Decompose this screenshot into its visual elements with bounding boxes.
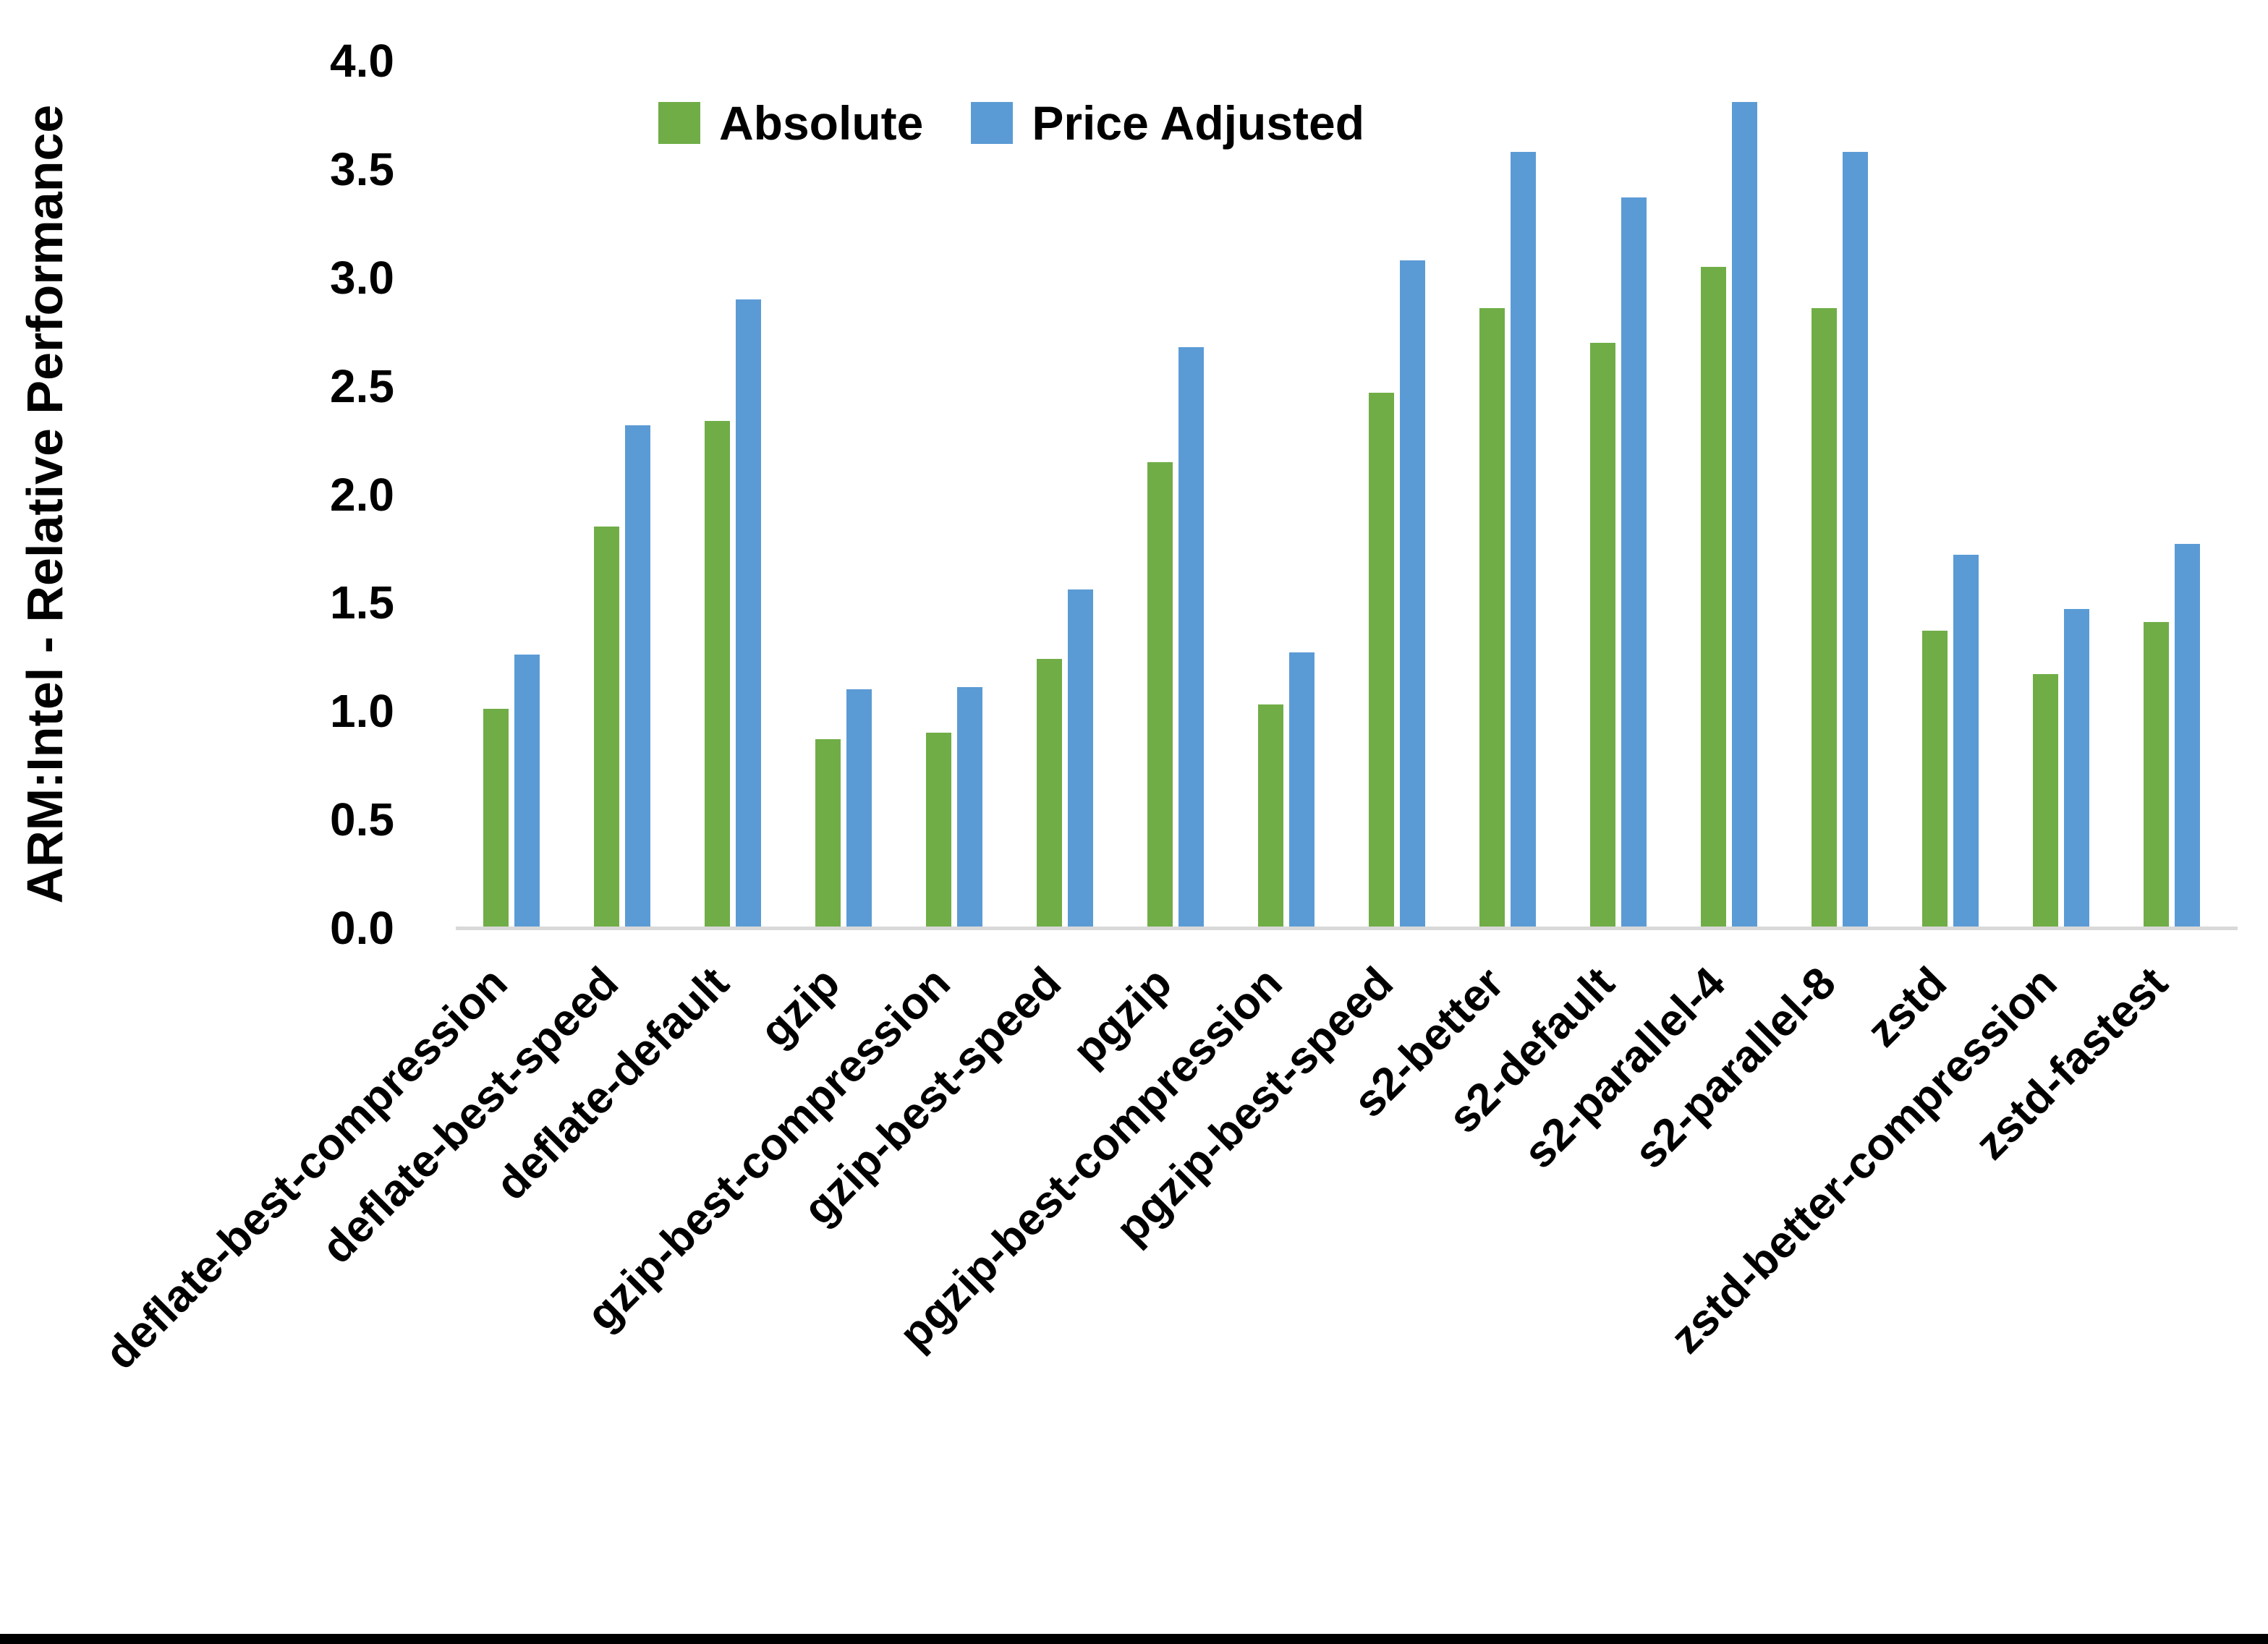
- bottom-window-border: [0, 1634, 2268, 1644]
- bar-price-adjusted-zstd: [1953, 555, 1979, 928]
- bar-price-adjusted-s2-parallel-8: [1842, 151, 1868, 928]
- bar-absolute-gzip-best-compression: [925, 733, 951, 928]
- legend-label-price-adjusted: Price Adjusted: [1032, 96, 1365, 150]
- y-tick-label-2.0: 2.0: [330, 468, 394, 521]
- bar-price-adjusted-gzip-best-compression: [956, 687, 982, 928]
- bar-price-adjusted-s2-default: [1621, 197, 1647, 928]
- x-category-label-deflate-best-compression: deflate-best-compression: [95, 958, 517, 1379]
- bar-absolute-s2-better: [1479, 307, 1505, 928]
- x-axis-baseline: [456, 927, 2238, 930]
- y-tick-label-0.0: 0.0: [330, 902, 394, 954]
- legend-item-absolute: Absolute: [658, 95, 923, 150]
- y-axis-title: ARM:Intel - Relative Performance: [17, 104, 73, 904]
- legend-swatch-price-adjusted: [971, 102, 1014, 144]
- bar-absolute-deflate-default: [704, 420, 730, 928]
- bar-absolute-zstd-fastest: [2143, 622, 2169, 928]
- bar-absolute-s2-default: [1589, 342, 1615, 928]
- bar-price-adjusted-pgzip-best-compression: [1288, 652, 1314, 928]
- y-tick-label-3.0: 3.0: [330, 251, 394, 304]
- legend: Absolute Price Adjusted: [658, 95, 1364, 150]
- y-tick-label-4.0: 4.0: [330, 35, 394, 87]
- x-category-label-zstd: zstd: [1857, 958, 1956, 1057]
- legend-label-absolute: Absolute: [719, 96, 924, 150]
- y-tick-label-1.0: 1.0: [330, 685, 394, 738]
- bar-price-adjusted-s2-better: [1510, 151, 1536, 928]
- bar-price-adjusted-deflate-best-compression: [514, 655, 540, 928]
- legend-swatch-absolute: [658, 102, 700, 144]
- bar-absolute-s2-parallel-4: [1700, 266, 1726, 928]
- bar-absolute-zstd-better-compression: [2032, 674, 2058, 928]
- bar-absolute-pgzip-best-speed: [1368, 392, 1394, 928]
- bar-absolute-pgzip-best-compression: [1257, 704, 1283, 928]
- bar-price-adjusted-pgzip-best-speed: [1399, 260, 1425, 928]
- bar-price-adjusted-gzip: [846, 689, 872, 928]
- y-tick-label-0.5: 0.5: [330, 793, 394, 846]
- y-tick-label-1.5: 1.5: [330, 576, 394, 629]
- bar-price-adjusted-gzip-best-speed: [1067, 589, 1093, 928]
- bar-price-adjusted-zstd-fastest: [2174, 544, 2200, 928]
- y-tick-label-3.5: 3.5: [330, 142, 394, 195]
- bar-price-adjusted-s2-parallel-4: [1731, 101, 1757, 928]
- bar-absolute-s2-parallel-8: [1811, 307, 1837, 928]
- y-tick-label-2.5: 2.5: [330, 359, 394, 412]
- bar-price-adjusted-zstd-better-compression: [2063, 609, 2089, 928]
- bar-price-adjusted-deflate-best-speed: [624, 425, 650, 928]
- bar-price-adjusted-deflate-default: [735, 299, 761, 928]
- bar-absolute-gzip: [815, 739, 841, 928]
- legend-item-price-adjusted: Price Adjusted: [971, 95, 1364, 150]
- bar-absolute-deflate-best-compression: [483, 709, 509, 928]
- bar-absolute-pgzip: [1147, 461, 1173, 928]
- bar-absolute-zstd: [1921, 631, 1948, 928]
- x-category-label-gzip: gzip: [750, 958, 849, 1057]
- bar-absolute-deflate-best-speed: [593, 527, 619, 928]
- bar-price-adjusted-pgzip: [1178, 346, 1204, 928]
- bar-absolute-gzip-best-speed: [1036, 659, 1062, 928]
